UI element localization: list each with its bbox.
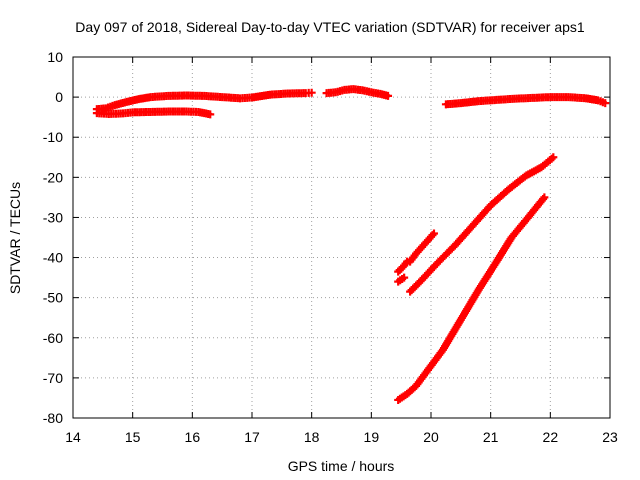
x-tick-label: 16 <box>185 429 201 445</box>
y-tick-label: 10 <box>47 49 63 65</box>
y-axis-title: SDTVAR / TECUs <box>7 182 23 294</box>
x-tick-label: 20 <box>423 429 439 445</box>
plot-frame <box>72 56 611 419</box>
y-tick-label: -10 <box>43 129 63 145</box>
series-trace <box>406 153 558 296</box>
series-trace <box>394 193 549 404</box>
series-trace <box>92 107 215 119</box>
data-point <box>601 99 610 108</box>
y-tick-label: -60 <box>43 330 63 346</box>
x-tick-label: 15 <box>125 429 141 445</box>
x-tick-label: 19 <box>364 429 380 445</box>
x-tick-label: 21 <box>483 429 499 445</box>
y-tick-label: -70 <box>43 370 63 386</box>
x-tick-label: 17 <box>244 429 260 445</box>
series-trace <box>394 273 409 286</box>
series-trace <box>441 93 610 109</box>
y-tick-label: -30 <box>43 209 63 225</box>
tick-labels-layer: 14 15 16 17 18 19 20 21 22 23 10 0 -10 -20 -30 -40 -50 -6… <box>43 49 618 445</box>
x-tick-label: 22 <box>543 429 559 445</box>
y-tick-label: -40 <box>43 250 63 266</box>
series-trace <box>322 85 393 100</box>
x-tick-label: 23 <box>602 429 618 445</box>
series-trace <box>394 257 412 276</box>
y-tick-label: -20 <box>43 169 63 185</box>
series-layer <box>92 85 610 404</box>
y-tick-label: -50 <box>43 290 63 306</box>
x-axis-title: GPS time / hours <box>288 458 395 474</box>
y-tick-label: -80 <box>43 410 63 426</box>
chart-title: Day 097 of 2018, Sidereal Day-to-day VTE… <box>75 19 585 35</box>
data-point <box>429 229 438 238</box>
data-point <box>206 110 215 119</box>
data-point <box>384 91 393 100</box>
data-point <box>307 88 316 97</box>
series-trace <box>406 229 438 266</box>
series-trace <box>92 88 316 114</box>
x-tick-label: 18 <box>304 429 320 445</box>
y-tick-label: 0 <box>55 89 63 105</box>
x-tick-label: 14 <box>65 429 81 445</box>
tick-marks-layer <box>72 56 611 419</box>
data-point <box>400 273 409 282</box>
data-point <box>540 193 549 202</box>
data-point <box>549 153 558 162</box>
